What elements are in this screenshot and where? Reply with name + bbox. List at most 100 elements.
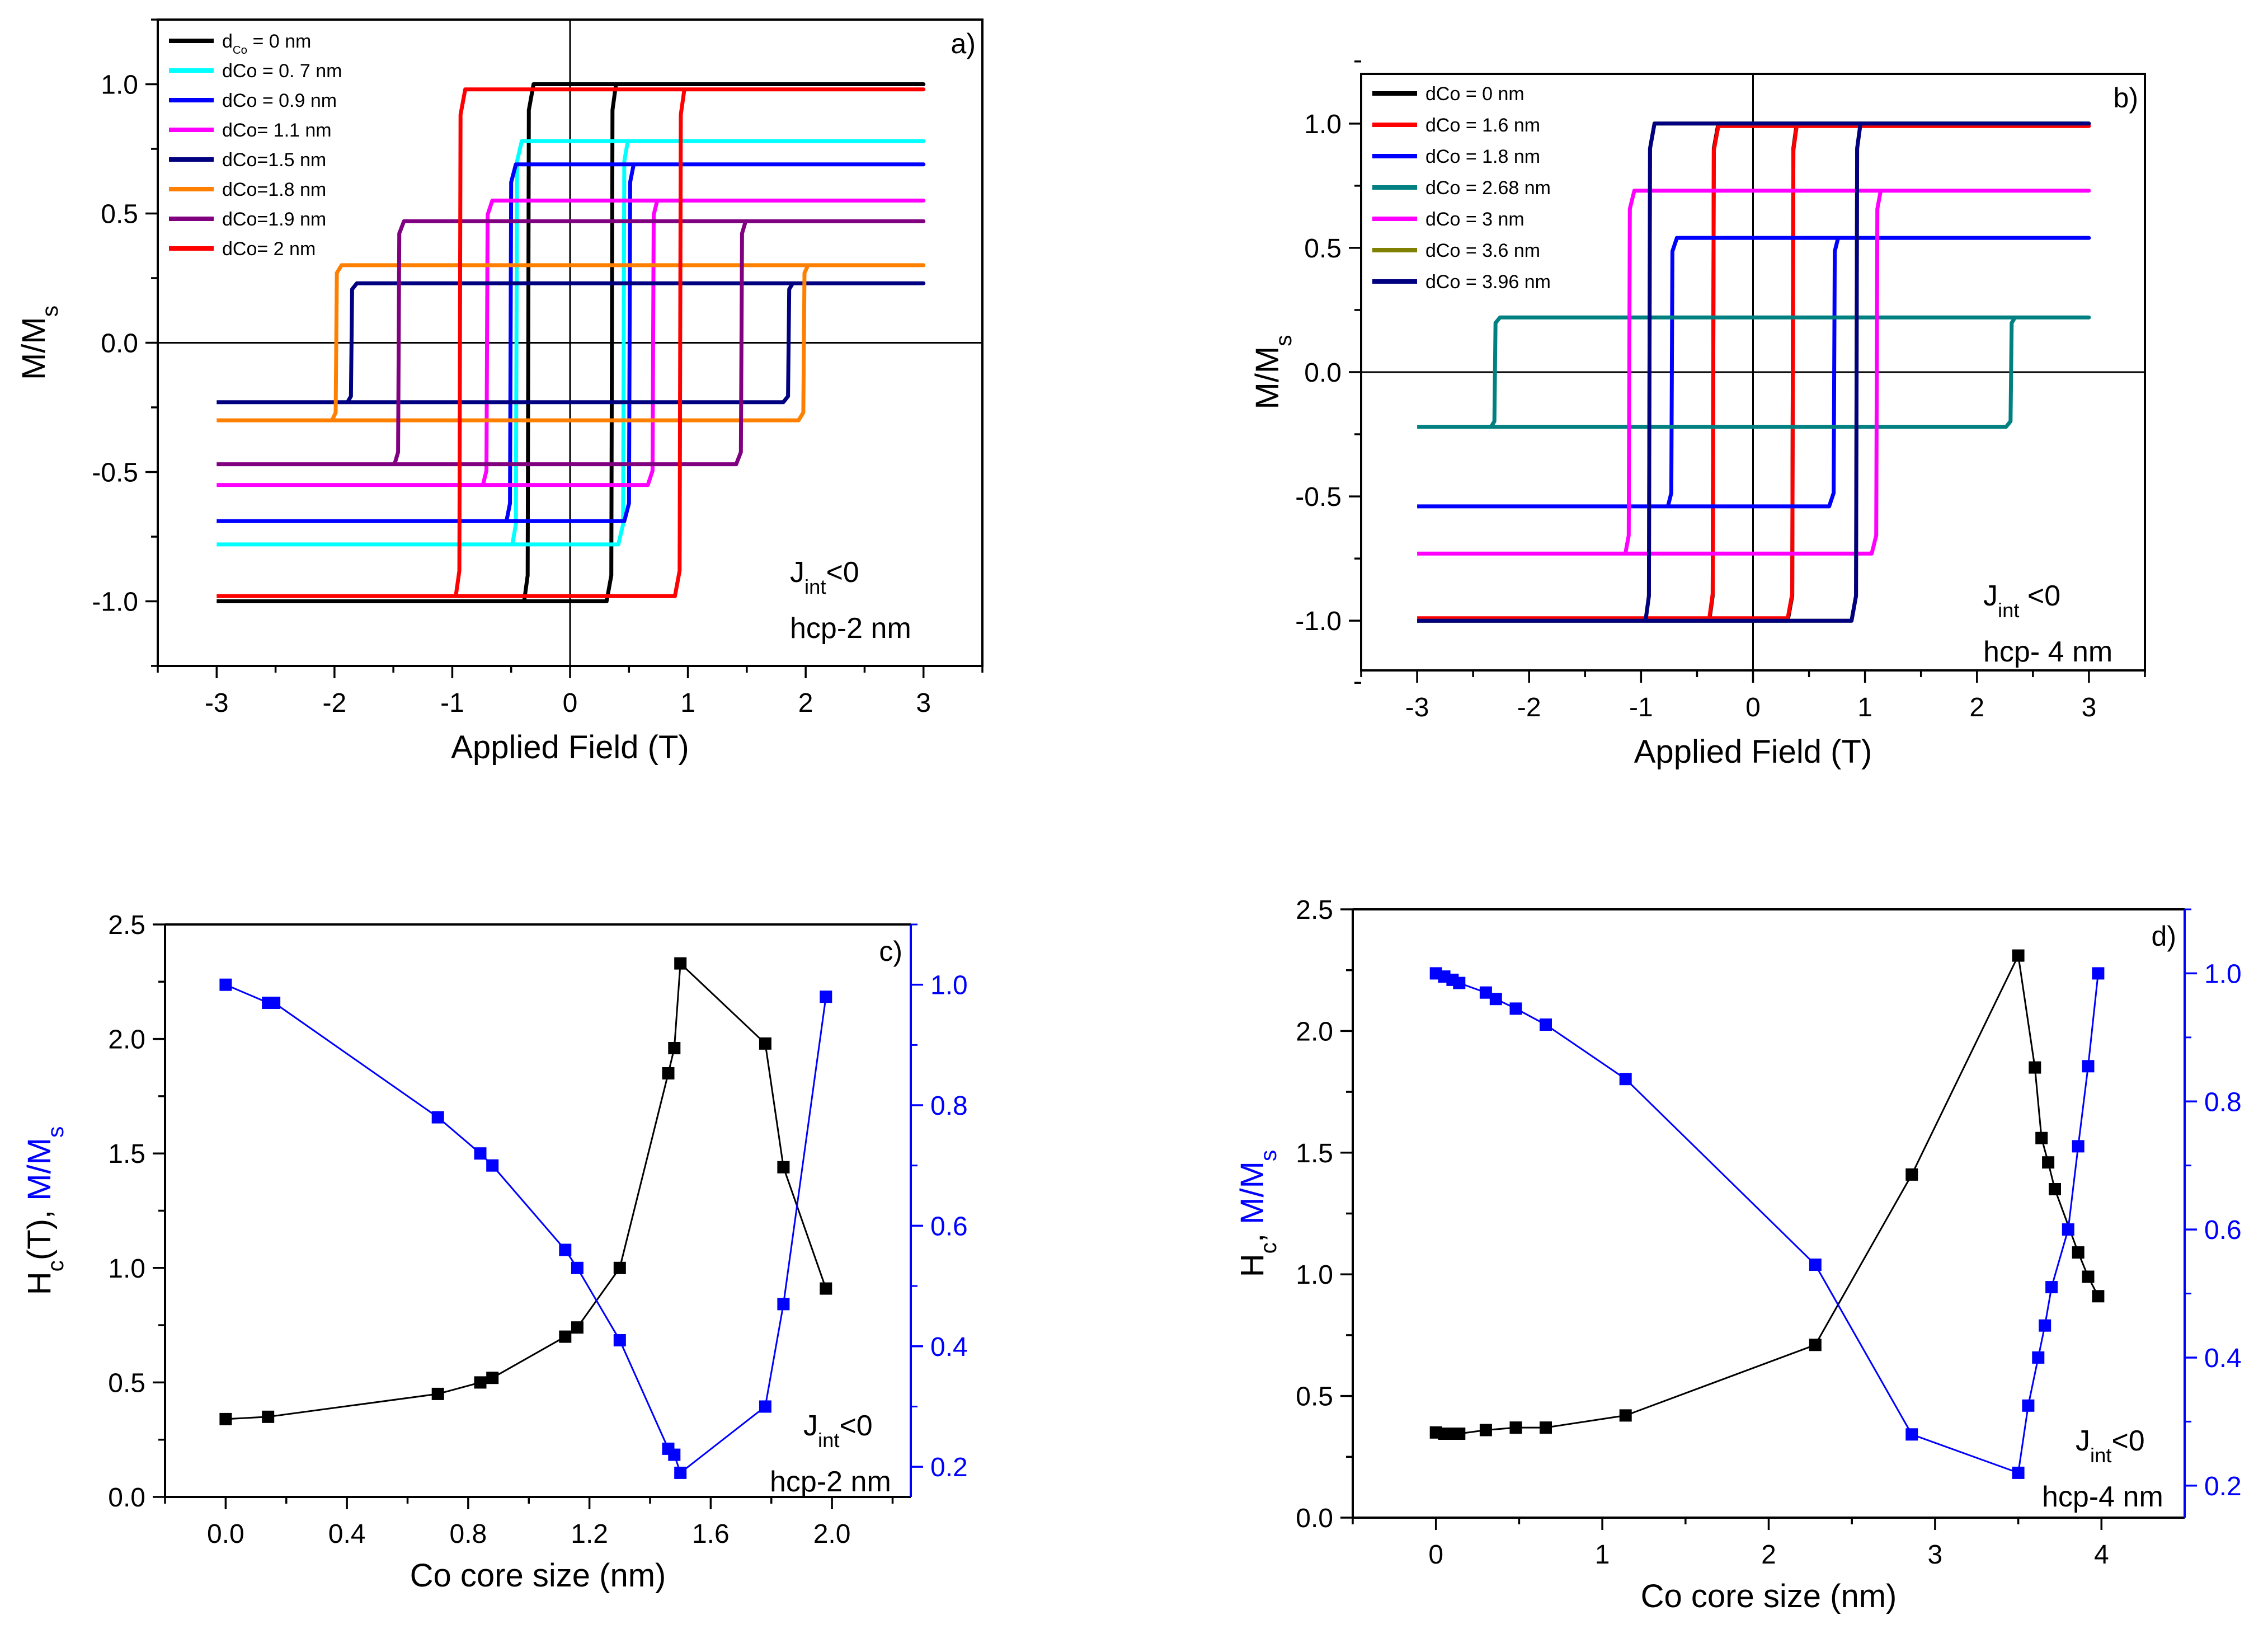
legend-label: dCo=1.5 nm [222,149,326,171]
mms-point [1479,986,1492,999]
mms-point [268,997,281,1009]
y-tick-label: 1.0 [1304,110,1342,139]
legend-label: dCo= 1.1 nm [222,120,332,141]
mms-point [1453,977,1466,989]
y-axis-label-part: M/M [1234,1161,1271,1224]
mms-point [2032,1351,2045,1364]
hc-point [820,1282,832,1295]
y-tick-label: 2.5 [108,910,145,940]
sample-annotation: hcp-2 nm [790,612,911,645]
hc-point [674,957,687,970]
y-tick-label: 2.0 [108,1025,145,1055]
hysteresis-loop [1417,236,2091,509]
y2-tick-label: 0.4 [930,1332,968,1362]
hc-point [1905,1168,1918,1181]
mms-point [2072,1140,2085,1153]
mms-point [474,1147,487,1160]
jint-annotation-part: J [1983,580,1998,612]
hc-point [486,1372,499,1384]
x-tick-label: 4 [2094,1540,2109,1570]
hc-line [225,961,827,1420]
mms-point [1540,1018,1552,1031]
hc-point [777,1161,790,1173]
hc-point [2029,1061,2041,1074]
hc-point [1619,1409,1632,1422]
x-tick-label: 0.4 [328,1519,366,1549]
hysteresis-loop [217,263,926,422]
y-axis-label: M/Ms [16,306,63,380]
x-tick-label: -1 [1629,693,1653,722]
legend-label: dCo = 1.8 nm [1425,146,1540,167]
x-tick-label: 3 [1928,1540,1943,1570]
legend: dCo = 0 nm dCo = 1.6 nm dCo = 1.8 nm dCo = … [1372,83,1551,293]
y-axis-label-part: M/M [16,317,52,380]
jint-annotation: Jint<0 [803,1410,873,1452]
mms-point [1809,1259,1822,1271]
legend-label: dCo=1.9 nm [222,209,326,230]
x-tick-label: 1 [1857,693,1872,722]
x-tick-label: 3 [916,688,931,718]
mms-point [820,990,832,1003]
mms-point [2062,1223,2074,1236]
jint-annotation: Jint<0 [2076,1425,2145,1467]
y-axis-label-part: M/M [1249,346,1286,410]
mms-point [668,1448,681,1461]
hc-point [474,1376,487,1389]
legend-label: dCo = 0 nm [1425,83,1524,105]
legend-label: dCo=1.8 nm [222,179,326,200]
y2-tick-label: 1.0 [930,971,968,1001]
x-tick-label: 3 [2082,693,2097,722]
hc-point [2082,1270,2095,1283]
sample-annotation: hcp- 4 nm [1983,636,2112,668]
hysteresis-loop [217,87,926,598]
y-axis-label-part: (T), [21,1201,58,1260]
hc-point [559,1330,572,1343]
y-axis-label-part: c [1255,1242,1281,1254]
y2-tick-label: 0.8 [930,1091,968,1121]
mms-point [2082,1060,2095,1073]
y2-tick-label: 0.8 [2204,1087,2242,1117]
hc-point [759,1037,771,1050]
hc-point [262,1410,275,1423]
mms-point [571,1261,584,1274]
legend: dCo = 0 nm dCo = 0. 7 nm dCo = 0.9 nm dCo= … [169,31,342,260]
x-tick-label: 2 [1969,693,1984,722]
hc-point [662,1067,675,1079]
hc-point [1540,1421,1552,1434]
mms-line [1436,972,2099,1474]
mms-point [1489,993,1502,1006]
hysteresis-loop [1417,124,2091,621]
y-axis-label-part: s [43,1126,68,1138]
hc-point [1453,1428,1466,1440]
jint-annotation-part: <0 [839,1410,872,1442]
hc-point [1509,1421,1522,1434]
y-tick-label: 0.5 [1296,1382,1333,1412]
legend-label: dCo = 3.96 nm [1425,271,1551,293]
jint-annotation-part: J [790,556,804,589]
y-axis-label-part: s [1255,1150,1281,1161]
y2-tick-label: 0.2 [930,1453,968,1482]
y-axis-label-part: H [21,1271,58,1295]
x-tick-label: 2 [798,688,813,718]
hysteresis-loop [217,139,926,547]
mms-point [2045,1281,2058,1294]
y-tick-label: 1.0 [101,71,138,100]
hc-point [2042,1156,2055,1169]
y-tick-label: 0.0 [101,329,138,359]
x-tick-label: -1 [440,688,464,718]
legend-label-part: d [222,31,233,52]
hysteresis-loop [217,219,926,467]
x-tick-label: 2 [1761,1540,1776,1570]
y2-tick-label: 0.6 [2204,1215,2242,1245]
y-tick-label: 1.5 [108,1139,145,1169]
mms-point [2092,967,2105,980]
hc-point [431,1387,444,1400]
x-tick-label: 0.0 [207,1519,244,1549]
x-axis-label: Co core size (nm) [410,1557,666,1594]
y-tick-label: 0.5 [108,1368,145,1398]
mms-point [2039,1319,2051,1332]
y-axis-label-part: M/M [21,1138,58,1201]
y-tick-label: 0.0 [1296,1504,1333,1533]
